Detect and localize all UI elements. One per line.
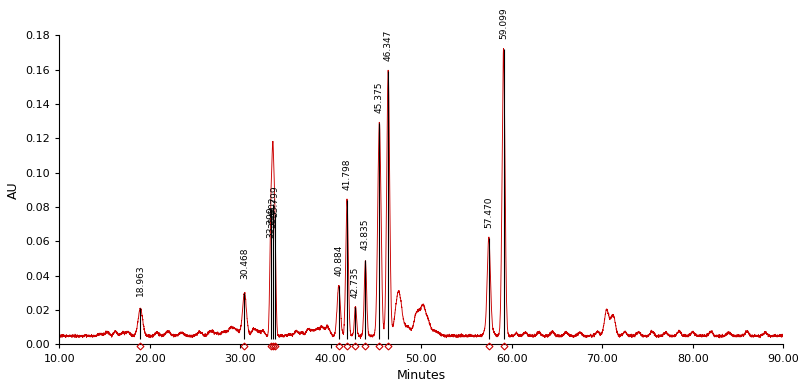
Text: 30.468: 30.468: [240, 248, 249, 279]
Text: 46.347: 46.347: [384, 30, 393, 61]
Text: 57.470: 57.470: [484, 196, 493, 228]
Text: 40.884: 40.884: [334, 244, 343, 276]
Text: 18.963: 18.963: [136, 265, 145, 296]
Y-axis label: AU: AU: [7, 181, 20, 199]
Text: 43.835: 43.835: [361, 219, 370, 250]
Text: 42.735: 42.735: [351, 267, 360, 298]
X-axis label: Minutes: Minutes: [397, 369, 446, 382]
Text: 33.602: 33.602: [268, 196, 277, 228]
Text: 33.399: 33.399: [267, 206, 276, 238]
Text: 59.099: 59.099: [499, 7, 508, 39]
Text: 41.798: 41.798: [343, 158, 351, 190]
Text: 45.375: 45.375: [375, 81, 384, 112]
Text: 33.799: 33.799: [270, 186, 279, 217]
